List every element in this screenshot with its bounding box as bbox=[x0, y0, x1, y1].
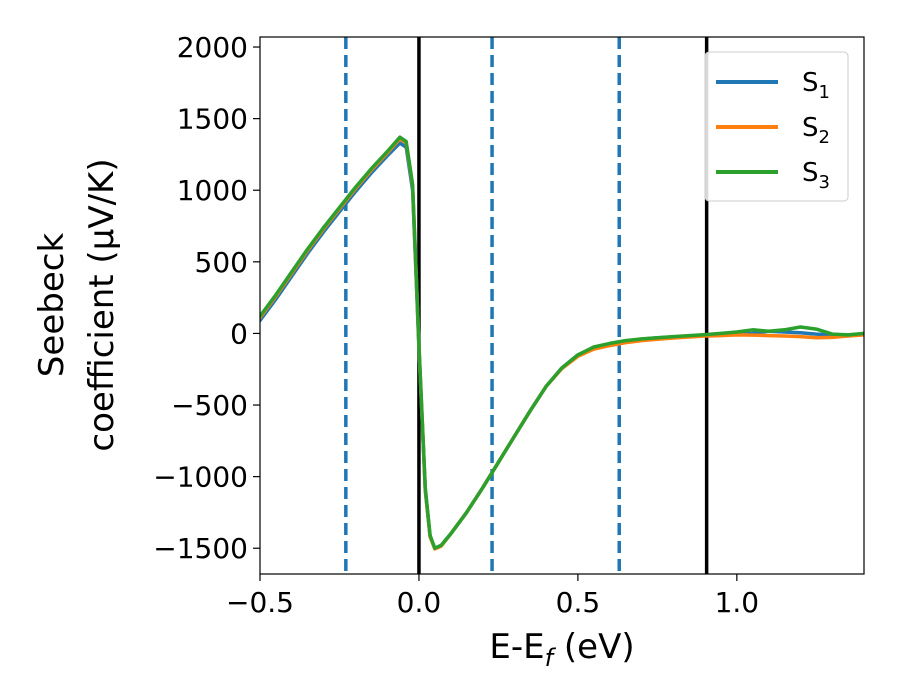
y-tick-label: −1000 bbox=[153, 461, 248, 494]
plot-frame bbox=[259, 36, 865, 575]
y-tick-label: −500 bbox=[171, 389, 248, 422]
reference-lines bbox=[344, 37, 709, 574]
series-line-s1 bbox=[260, 141, 864, 550]
series-line-s3 bbox=[260, 135, 864, 550]
legend: S1 S2 S3 bbox=[704, 51, 849, 202]
y-axis: −1500 −1000 −500 0 500 1000 1500 2000 bbox=[153, 31, 260, 565]
y-tick-label: 1000 bbox=[177, 174, 248, 207]
y-axis-label-line2: coefficient (μV/K) bbox=[82, 158, 122, 451]
y-tick-label: −1500 bbox=[153, 532, 248, 565]
y-tick-label: 500 bbox=[195, 246, 248, 279]
y-tick-label: 2000 bbox=[177, 31, 248, 64]
y-axis-label: Seebeck coefficient (μV/K) bbox=[32, 158, 122, 451]
y-tick-label: 0 bbox=[230, 317, 248, 350]
x-axis-label: E-Ef (eV) bbox=[489, 627, 634, 672]
y-tick-label: 1500 bbox=[177, 103, 248, 136]
x-tick-label: 0.5 bbox=[556, 586, 601, 619]
x-tick-label: −0.5 bbox=[226, 586, 294, 619]
x-tick-label: 0.0 bbox=[397, 586, 442, 619]
y-axis-label-line1: Seebeck bbox=[32, 233, 72, 378]
legend-label-s2: S2 bbox=[802, 113, 830, 148]
x-tick-label: 1.0 bbox=[715, 586, 760, 619]
legend-label-s3: S3 bbox=[802, 158, 830, 193]
x-axis: −0.5 0.0 0.5 1.0 bbox=[226, 574, 759, 619]
series-layer bbox=[260, 135, 864, 551]
legend-label-s1: S1 bbox=[802, 68, 830, 103]
